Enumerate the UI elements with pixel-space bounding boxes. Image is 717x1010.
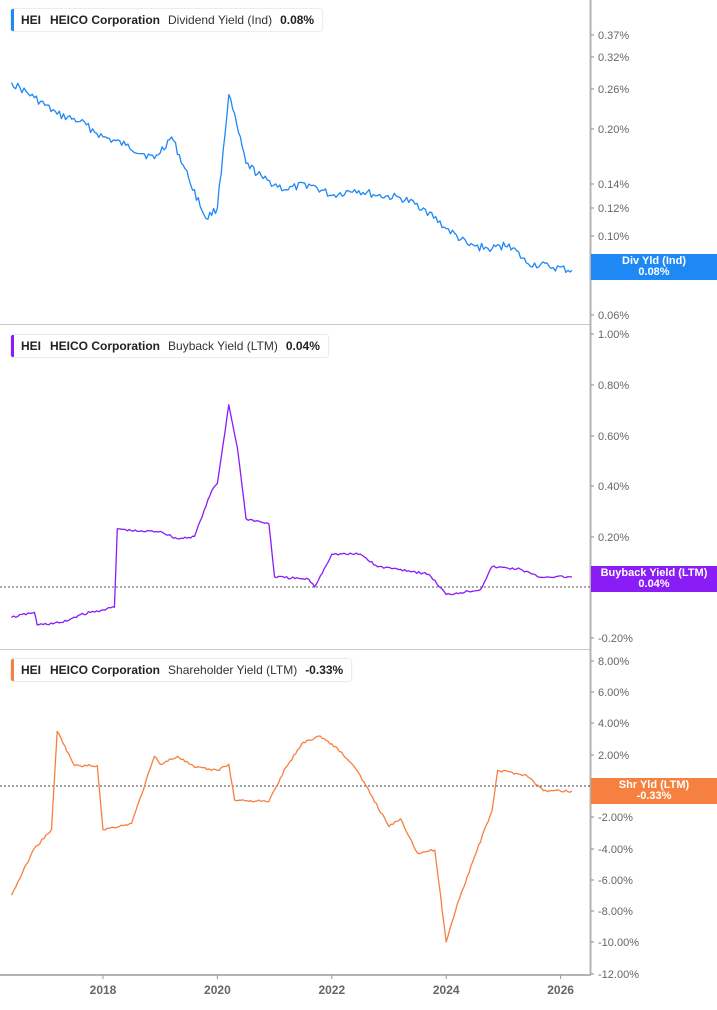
x-tick-label: 2024 bbox=[433, 983, 460, 997]
legend-dividend-yield[interactable]: HEI HEICO Corporation Dividend Yield (In… bbox=[10, 8, 324, 32]
y-tick-label: 0.32% bbox=[598, 52, 629, 64]
y-tick-label: 0.26% bbox=[598, 84, 629, 96]
y-tick-label: 0.12% bbox=[598, 203, 629, 215]
badge-label: Div Yld (Ind) bbox=[622, 255, 686, 267]
legend-ticker: HEI bbox=[21, 13, 42, 27]
buyback-yield-line bbox=[11, 404, 572, 626]
badge-buyback-yield: Buyback Yield (LTM) 0.04% bbox=[591, 566, 717, 592]
badge-value: 0.08% bbox=[638, 266, 670, 278]
y-tick-label: -2.00% bbox=[598, 812, 633, 824]
y-tick-label: -0.20% bbox=[598, 633, 633, 645]
y-tick-label: 1.00% bbox=[598, 329, 629, 341]
y-tick-label: 0.37% bbox=[598, 30, 629, 42]
legend-company: HEICO Corporation bbox=[50, 663, 161, 677]
y-tick-label: -8.00% bbox=[598, 906, 633, 918]
y-tick-label: 2.00% bbox=[598, 750, 629, 762]
x-tick-label: 2026 bbox=[547, 983, 574, 997]
legend-metric: Buyback Yield (LTM) bbox=[168, 339, 278, 353]
legend-metric: Dividend Yield (Ind) bbox=[168, 13, 273, 27]
y-tick-label: -6.00% bbox=[598, 875, 633, 887]
badge-label: Shr Yld (LTM) bbox=[618, 779, 690, 791]
x-tick-label: 2022 bbox=[318, 983, 345, 997]
x-tick-label: 2018 bbox=[90, 983, 117, 997]
y-tick-label: 0.60% bbox=[598, 431, 629, 443]
legend-buyback-yield[interactable]: HEI HEICO Corporation Buyback Yield (LTM… bbox=[10, 334, 329, 358]
legend-value: 0.08% bbox=[280, 13, 315, 27]
legend-value: 0.04% bbox=[285, 339, 320, 353]
x-tick-label: 2020 bbox=[204, 983, 231, 997]
y-tick-label: -10.00% bbox=[598, 937, 639, 949]
y-tick-label: 4.00% bbox=[598, 718, 629, 730]
y-tick-label: 8.00% bbox=[598, 656, 629, 668]
x-axis-ticks: 2018 2020 2022 2024 2026 bbox=[90, 975, 574, 997]
legend-value: -0.33% bbox=[305, 663, 344, 677]
y-tick-label: 6.00% bbox=[598, 687, 629, 699]
series-color-marker bbox=[11, 659, 14, 681]
legend-shareholder-yield[interactable]: HEI HEICO Corporation Shareholder Yield … bbox=[10, 658, 353, 682]
dividend-yield-line bbox=[10, 82, 573, 274]
y-tick-label: 0.20% bbox=[598, 532, 629, 544]
legend-ticker: HEI bbox=[21, 339, 42, 353]
y-tick-label: 0.40% bbox=[598, 481, 629, 493]
y-tick-label: -4.00% bbox=[598, 844, 633, 856]
series-color-marker bbox=[11, 9, 14, 31]
badge-label: Buyback Yield (LTM) bbox=[600, 567, 708, 579]
y-tick-label: -12.00% bbox=[598, 969, 639, 981]
badge-shareholder-yield: Shr Yld (LTM) -0.33% bbox=[591, 778, 717, 804]
legend-company: HEICO Corporation bbox=[50, 13, 161, 27]
badge-value: 0.04% bbox=[638, 578, 670, 590]
series-color-marker bbox=[11, 335, 14, 357]
y-tick-label: 0.06% bbox=[598, 310, 629, 322]
y-tick-label: 0.10% bbox=[598, 231, 629, 243]
legend-company: HEICO Corporation bbox=[50, 339, 161, 353]
y-tick-label: 0.14% bbox=[598, 179, 629, 191]
badge-dividend-yield: Div Yld (Ind) 0.08% bbox=[591, 254, 717, 280]
y-tick-label: 0.20% bbox=[598, 124, 629, 136]
shareholder-yield-line bbox=[10, 730, 573, 943]
y-tick-label: 0.80% bbox=[598, 380, 629, 392]
legend-metric: Shareholder Yield (LTM) bbox=[168, 663, 298, 677]
badge-value: -0.33% bbox=[636, 790, 672, 802]
y-axis-ticks: 0.37%0.32%0.26%0.20%0.14%0.12%0.10%0.08%… bbox=[591, 30, 639, 981]
legend-ticker: HEI bbox=[21, 663, 42, 677]
